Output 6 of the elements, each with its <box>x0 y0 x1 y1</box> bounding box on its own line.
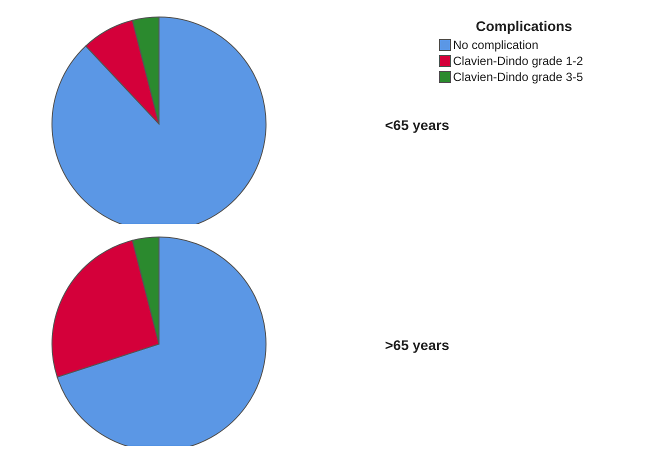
text: >65 years <box>385 337 450 353</box>
legend-label: No complication <box>453 38 538 52</box>
legend-label: Clavien-Dindo grade 3-5 <box>453 70 584 84</box>
legend-title: Complications <box>474 18 574 34</box>
legend-label: Clavien-Dindo grade 1-2 <box>453 54 584 68</box>
text: <65 years <box>385 117 450 133</box>
